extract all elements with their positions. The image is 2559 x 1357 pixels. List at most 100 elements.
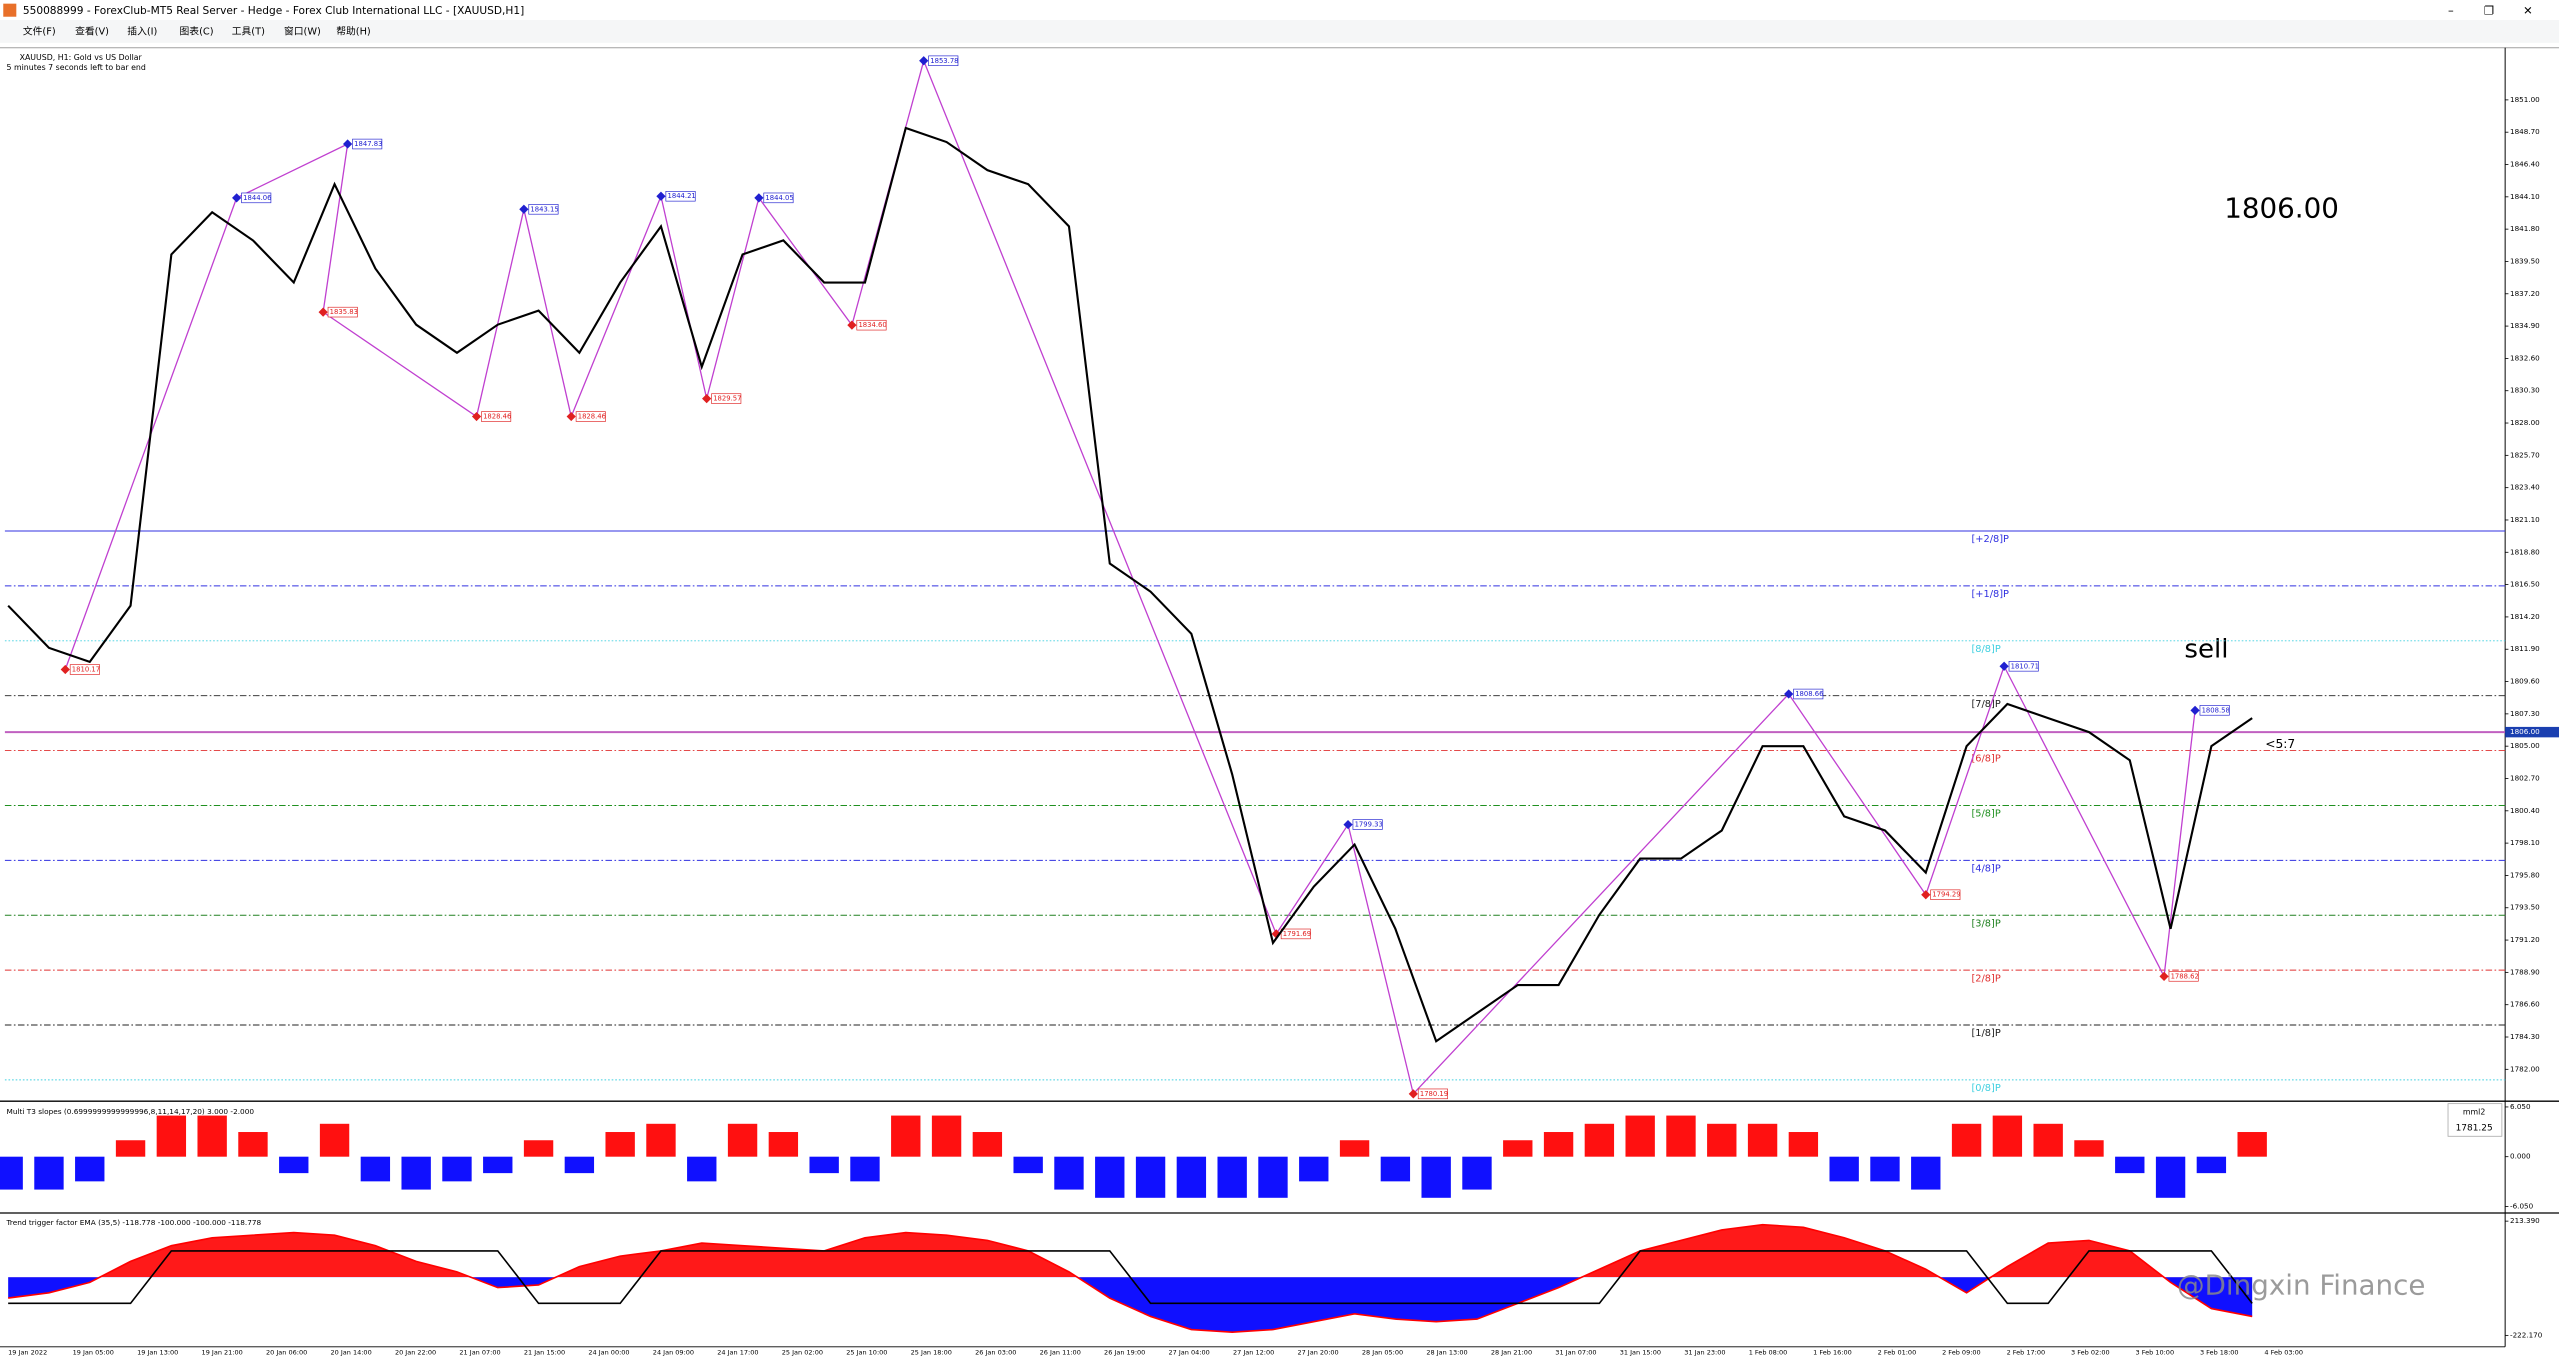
zigzag-point (60, 664, 70, 675)
minimize-button[interactable]: – (2448, 4, 2454, 18)
y-tick-label: 1818.80 (2510, 547, 2540, 556)
zigzag-label: 1810.71 (2011, 662, 2039, 670)
indicator-line (8, 1223, 2253, 1334)
slope-bar (972, 1132, 1003, 1157)
zigzag-point (702, 393, 712, 404)
murrey-label: [+1/8]P (1971, 589, 2009, 600)
y-tick-label: 1837.20 (2510, 289, 2540, 298)
x-tick-label: 20 Jan 14:00 (330, 1349, 371, 1357)
title-bar (0, 0, 2559, 20)
slope-bar (2074, 1140, 2104, 1157)
y-tick-label: 1788.90 (2510, 967, 2540, 976)
zigzag-label: 1780.19 (1420, 1090, 1448, 1098)
zigzag-point (754, 193, 764, 203)
x-tick-label: 24 Jan 00:00 (588, 1349, 629, 1357)
murrey-label: [6/8]P (1971, 754, 2000, 765)
zigzag-box (481, 411, 512, 422)
slope-bar (768, 1132, 799, 1157)
x-tick-label: 2 Feb 17:00 (2007, 1349, 2046, 1357)
slope-bar (809, 1156, 839, 1174)
y-tick-label: 1825.70 (2510, 450, 2540, 459)
x-tick-label: 31 Jan 15:00 (1620, 1349, 1661, 1357)
menu-item[interactable]: 插入(I) (127, 24, 157, 37)
x-tick-label: 19 Jan 13:00 (137, 1349, 178, 1357)
slope-bar (279, 1156, 309, 1174)
y-tick-label: 1848.70 (2510, 127, 2540, 136)
zigzag-label: 1844.21 (667, 192, 695, 200)
y-tick-label: 0.000 (2510, 1152, 2531, 1161)
x-tick-label: 20 Jan 06:00 (266, 1349, 307, 1357)
zigzag-box (327, 306, 358, 318)
y-tick-label: 1816.50 (2510, 580, 2540, 589)
zigzag-label: 1844.05 (765, 194, 793, 202)
slope-bar (1992, 1115, 2023, 1157)
x-tick-label: 21 Jan 15:00 (524, 1349, 565, 1357)
menu-item[interactable]: 工具(T) (232, 25, 265, 37)
close-button[interactable]: ✕ (2523, 4, 2533, 18)
murrey-label: [1/8]P (1971, 1028, 2000, 1039)
slope-bar (1217, 1156, 1247, 1198)
x-tick-label: 27 Jan 04:00 (1169, 1349, 1210, 1357)
x-tick-label: 28 Jan 05:00 (1362, 1349, 1403, 1357)
murrey-label: [8/8]P (1971, 644, 2000, 655)
indicator-title: Multi T3 slopes (0.6999999999999996,8,11… (7, 1107, 255, 1116)
zigzag-point (1408, 1089, 1418, 1099)
zigzag-label: 1847.83 (354, 140, 382, 148)
murrey-label: [3/8]P (1971, 918, 2000, 929)
slope-bar (2033, 1123, 2063, 1157)
x-tick-label: 25 Jan 18:00 (911, 1349, 952, 1357)
zigzag-point (2159, 971, 2169, 981)
x-tick-label: 26 Jan 19:00 (1104, 1349, 1145, 1357)
y-tick-label: 1841.80 (2510, 224, 2540, 233)
y-tick-label: 1839.50 (2510, 256, 2540, 265)
zigzag-point (519, 204, 529, 214)
slope-bar (931, 1115, 962, 1157)
slope-bar (646, 1123, 676, 1157)
zigzag-point (471, 411, 482, 422)
slope-bar (523, 1140, 554, 1157)
menu-item[interactable]: 图表(C) (180, 24, 214, 37)
x-tick-label: 24 Jan 09:00 (653, 1349, 694, 1357)
slope-bar (1788, 1132, 1819, 1157)
signal-annotation: sell (2184, 634, 2228, 664)
zigzag-box (2199, 705, 2230, 716)
slope-bar (1870, 1156, 1900, 1182)
maximize-button[interactable]: ❐ (2484, 4, 2494, 18)
slope-bar (1584, 1123, 1615, 1157)
menu-item[interactable]: 文件(F) (23, 24, 56, 37)
y-tick-label: -6.050 (2510, 1201, 2534, 1210)
menu-item[interactable]: 帮助(H) (336, 24, 371, 37)
menu-item[interactable]: 窗口(W) (284, 24, 321, 37)
slope-bar (850, 1156, 880, 1182)
y-tick-label: 1821.10 (2510, 515, 2540, 524)
slope-bar (1707, 1123, 1737, 1157)
slope-bar (1135, 1156, 1166, 1198)
zigzag-box (763, 192, 794, 204)
zigzag-label: 1799.33 (1355, 821, 1383, 829)
zigzag-box (1930, 889, 1961, 900)
slope-bar (1829, 1156, 1859, 1182)
y-tick-label: 1791.20 (2510, 935, 2540, 944)
slope-bar (1380, 1156, 1411, 1182)
y-tick-label: 1830.30 (2510, 386, 2540, 395)
x-tick-label: 3 Feb 02:00 (2071, 1349, 2110, 1357)
slope-bar (605, 1132, 635, 1157)
zigzag-label: 1828.46 (483, 413, 511, 421)
slope-bar (401, 1156, 431, 1190)
zigzag-point (566, 411, 576, 422)
y-tick-label: 1800.40 (2510, 806, 2540, 815)
x-tick-label: 24 Jan 17:00 (717, 1349, 758, 1357)
slope-bar (1176, 1156, 1207, 1198)
zigzag-box (575, 411, 606, 422)
zigzag-label: 1834.60 (858, 321, 886, 329)
murrey-label: [0/8]P (1971, 1083, 2000, 1094)
menu-item[interactable]: 查看(V) (75, 24, 109, 37)
zigzag-box (528, 204, 559, 215)
zigzag-point (656, 191, 666, 201)
zigzag-box (856, 319, 887, 331)
ttf-area-up (99, 1224, 2164, 1278)
slope-bar (727, 1123, 758, 1157)
y-tick-label: 1795.80 (2510, 870, 2540, 879)
y-tick-label: -222.170 (2510, 1330, 2543, 1339)
